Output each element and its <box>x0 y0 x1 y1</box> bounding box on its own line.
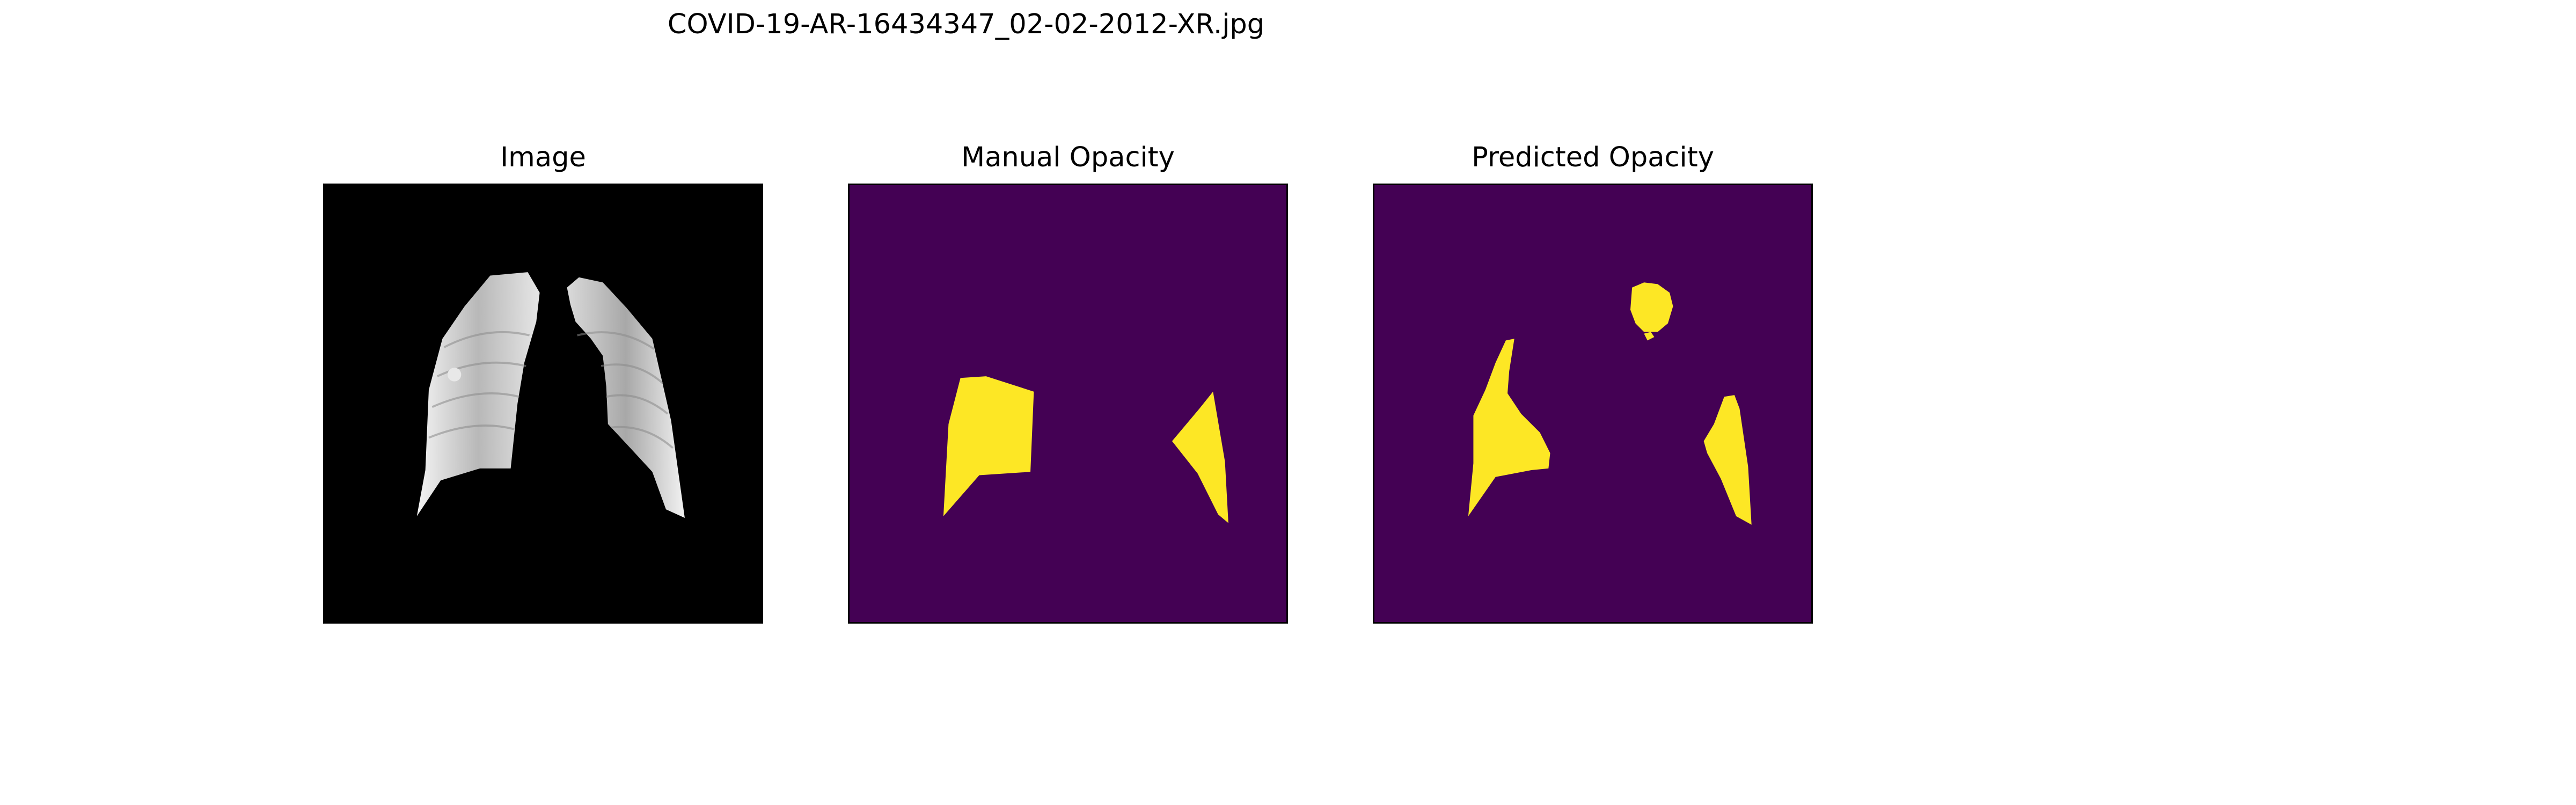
panel-predicted-opacity <box>1373 184 1813 624</box>
panel-image <box>323 184 763 624</box>
predicted-opacity-blob-top-speck <box>1644 332 1655 341</box>
right-lung <box>567 277 685 518</box>
predicted-opacity-region-left <box>1468 339 1550 516</box>
predicted-opacity-region-right <box>1703 395 1752 525</box>
figure-title: COVID-19-AR-16434347_02-02-2012-XR.jpg <box>667 9 1265 40</box>
manual-opacity-mask <box>850 185 1286 622</box>
nodule-marker <box>447 368 462 382</box>
predicted-opacity-blob-top <box>1630 282 1673 332</box>
mask-background <box>850 185 1286 622</box>
manual-opacity-region-right <box>1172 391 1228 523</box>
image-background <box>325 185 762 622</box>
panel-manual-opacity <box>848 184 1288 624</box>
manual-opacity-region-left <box>943 376 1034 516</box>
panel-title-image: Image <box>500 142 586 173</box>
panel-title-predicted: Predicted Opacity <box>1472 142 1714 173</box>
chest-xray-image <box>325 185 762 622</box>
predicted-opacity-mask <box>1374 185 1811 622</box>
panel-title-manual: Manual Opacity <box>961 142 1175 173</box>
mask-background <box>1374 185 1811 622</box>
rib-shadows <box>428 331 674 449</box>
